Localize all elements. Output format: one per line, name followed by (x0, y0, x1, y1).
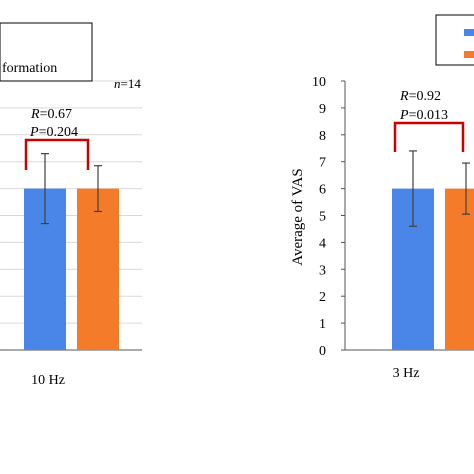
left-gridlines (0, 80, 142, 324)
left-legend-label: formation (2, 61, 57, 76)
right-x-category-label: 3 Hz (393, 366, 420, 381)
left-legend-box (0, 22, 93, 82)
left-significance-bracket (24, 138, 90, 170)
right-y-tick-label: 9 (319, 102, 326, 117)
right-y-tick-label: 10 (312, 75, 326, 90)
right-y-tick-label: 0 (319, 344, 326, 359)
right-y-tick-label: 1 (319, 317, 326, 332)
left-r-annotation: R=0.67 (30, 107, 72, 122)
left-p-annotation: P=0.204 (29, 125, 78, 140)
right-y-tick-label: 5 (319, 210, 326, 225)
right-y-axis-ticks: 0 1 2 3 4 5 6 7 8 9 10 (312, 75, 345, 359)
left-bar-1 (77, 188, 119, 350)
right-y-tick-label: 2 (319, 290, 326, 305)
right-y-tick-label: 7 (319, 156, 326, 171)
left-error-bars (41, 153, 102, 225)
right-legend-swatch-blue (464, 29, 474, 36)
right-panel: Average of VAS 0 1 2 3 4 5 6 7 8 9 10 R=0.92 P=0.0… (290, 14, 474, 381)
right-bars (392, 188, 474, 350)
right-bar-1 (445, 188, 474, 350)
right-y-tick-label: 4 (319, 236, 326, 251)
right-r-annotation: R=0.92 (399, 89, 441, 104)
right-y-tick-label: 8 (319, 129, 326, 144)
left-n-annotation: n=14 (114, 76, 141, 91)
right-y-tick-label: 3 (319, 263, 326, 278)
right-significance-bracket (393, 121, 465, 152)
right-p-annotation: P=0.013 (399, 108, 448, 123)
right-error-bars (409, 150, 470, 227)
left-panel: formation n=14 R=0.67 P=0.204 10 Hz (0, 22, 142, 388)
right-legend-swatch-orange (464, 51, 474, 58)
right-y-axis-title: Average of VAS (290, 168, 306, 266)
right-y-tick-label: 6 (319, 183, 326, 198)
left-x-category-label: 10 Hz (31, 373, 65, 388)
